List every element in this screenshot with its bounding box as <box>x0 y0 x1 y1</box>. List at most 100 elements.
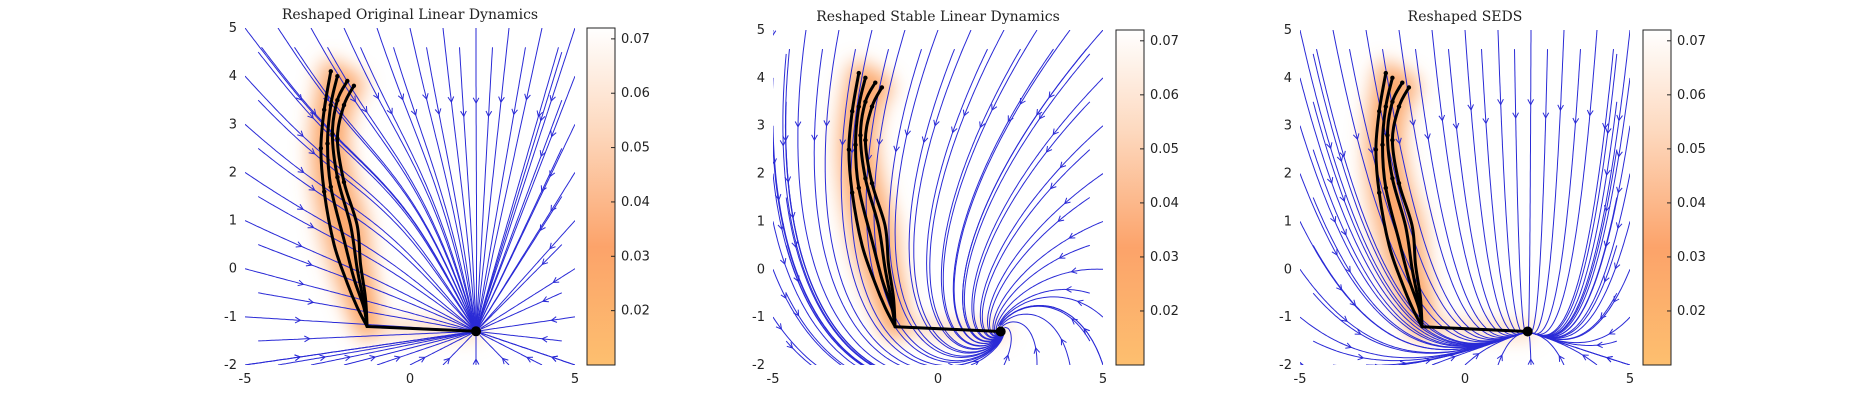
colorbar: 0.02 0.03 0.04 0.05 0.06 0.07 <box>586 27 650 366</box>
streamline <box>999 304 1103 365</box>
streamlines <box>773 30 1103 365</box>
streamline-arrow <box>472 358 480 365</box>
demonstration-point <box>1380 142 1385 148</box>
streamline-arrow <box>308 184 316 191</box>
streamline-arrow <box>1058 252 1066 259</box>
streamline-arrow <box>295 94 303 101</box>
demonstration-point <box>1400 80 1405 85</box>
demonstration-trajectory <box>863 85 897 329</box>
streamline-arrow <box>1033 346 1041 354</box>
streamline-arrow <box>307 222 315 229</box>
target-point <box>1522 326 1533 337</box>
streamline-arrow <box>1467 104 1474 111</box>
demonstration-trajectory <box>335 84 369 328</box>
streamline-arrow <box>962 109 970 117</box>
streamline-arrow <box>1605 127 1612 135</box>
streamline <box>970 334 1005 365</box>
colorbar-tick-label: 0.02 <box>1150 304 1179 319</box>
streamline <box>1528 101 1618 337</box>
streamline-arrow <box>485 110 493 118</box>
streamline <box>988 197 1091 337</box>
streamline-arrow <box>1083 327 1090 335</box>
streamline-arrow <box>1339 150 1346 158</box>
x-tick-label: -5 <box>1294 372 1307 387</box>
colorbar-tick-label: 0.02 <box>621 304 650 319</box>
demonstration-point <box>856 104 861 109</box>
streamline-arrow <box>893 145 900 153</box>
streamline-arrow <box>1395 137 1402 145</box>
streamline-arrow <box>1070 318 1078 325</box>
streamline-arrow <box>1336 284 1343 292</box>
y-tick-label: 1 <box>229 214 237 229</box>
streamline-arrow <box>1482 117 1489 125</box>
streamline-arrow <box>319 354 327 362</box>
streamline <box>1530 332 1617 347</box>
colorbar-tick-label: 0.02 <box>1677 304 1706 319</box>
streamline <box>258 331 472 342</box>
streamline <box>310 331 472 365</box>
streamline-arrow <box>1512 112 1519 120</box>
plot-area <box>773 30 1103 365</box>
streamline-arrow <box>1300 361 1304 365</box>
target-point <box>995 326 1006 337</box>
streamline <box>1529 30 1565 335</box>
streamline <box>1530 245 1618 339</box>
streamline-arrow <box>1065 286 1072 293</box>
streamline-arrow <box>1586 109 1594 117</box>
streamline <box>773 221 856 365</box>
streamline-arrow <box>972 360 980 365</box>
demonstration-point <box>856 70 861 76</box>
streamline-arrow <box>1326 142 1333 150</box>
streamline-arrow <box>307 298 315 305</box>
streamline-arrow <box>447 96 455 104</box>
y-tick-label: -2 <box>1279 358 1292 373</box>
streamline-arrow <box>550 130 557 138</box>
streamline <box>999 296 1103 325</box>
colorbar-tick-label: 0.07 <box>1677 34 1706 49</box>
streamline <box>953 30 1071 344</box>
demonstration-point <box>351 83 357 88</box>
y-tick-label: 2 <box>229 165 237 180</box>
streamline-arrow <box>536 110 543 118</box>
y-tick-label: 3 <box>1284 119 1292 134</box>
streamline-arrow <box>1038 112 1046 120</box>
streamline-arrow <box>1045 146 1053 153</box>
panel-3: Reshaped SEDS-5 0 5-2-10123450.020.030.040… <box>1279 9 1706 387</box>
streamline <box>995 268 1103 334</box>
colorbar-tick-label: 0.05 <box>1150 142 1179 157</box>
y-tick-label: 3 <box>229 117 237 132</box>
y-tick-label: 2 <box>757 167 765 182</box>
demonstration-point <box>328 69 333 74</box>
demonstration-point <box>858 133 863 138</box>
streamline <box>1531 53 1618 337</box>
streamline-arrow <box>1076 299 1084 307</box>
demonstration-point <box>328 184 333 190</box>
streamline-arrow <box>1616 114 1623 122</box>
y-tick-label: 4 <box>757 71 765 86</box>
streamline <box>940 48 1021 347</box>
y-tick-label: -1 <box>1279 310 1292 325</box>
demonstration-point <box>1383 185 1389 191</box>
streamline-arrow <box>524 93 531 101</box>
streamline-arrow <box>308 148 316 155</box>
demonstration-point <box>341 179 347 185</box>
streamline-arrow <box>1599 312 1607 320</box>
streamline-arrow <box>1357 353 1365 361</box>
streamline-arrow <box>1057 215 1065 222</box>
streamline-arrow <box>550 316 558 323</box>
streamline <box>1481 49 1527 335</box>
demonstration-point <box>330 131 335 137</box>
demonstration-point <box>345 78 350 84</box>
streamline <box>476 28 510 325</box>
streamline <box>360 47 476 330</box>
streamline-arrow <box>304 335 311 343</box>
streamline <box>245 331 474 365</box>
streamline-arrow <box>1449 355 1456 362</box>
streamline-arrow <box>1527 358 1535 365</box>
streamline-arrow <box>1616 186 1623 194</box>
streamline-arrow <box>811 134 818 142</box>
streamline-arrow <box>784 176 792 184</box>
y-tick-label: 5 <box>229 21 237 36</box>
streamline <box>1448 49 1524 336</box>
streamline <box>1528 77 1630 337</box>
